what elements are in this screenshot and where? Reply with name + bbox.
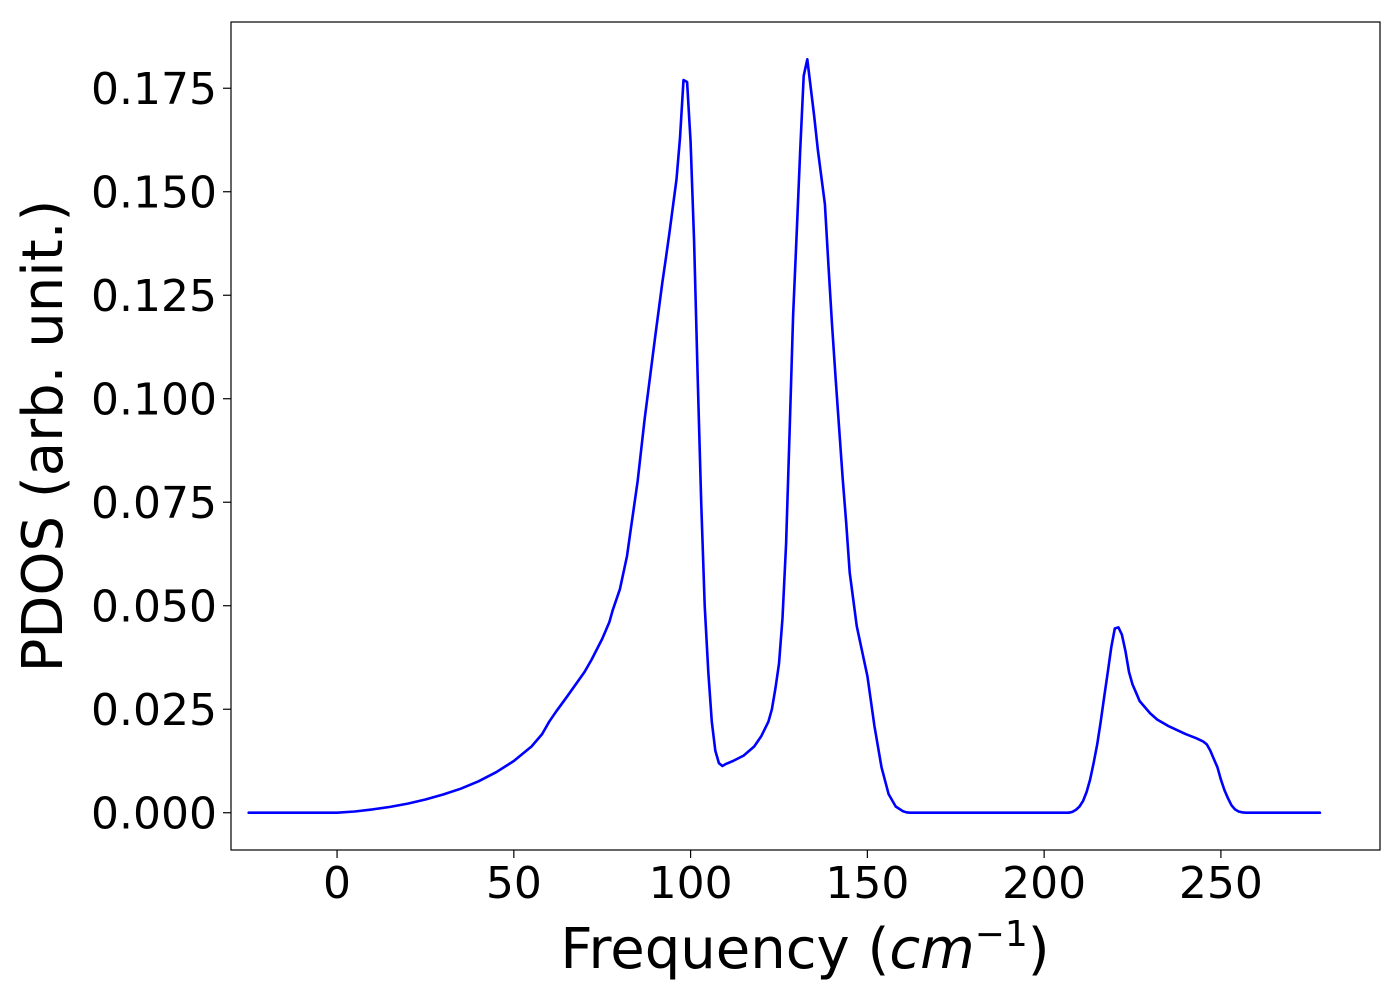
y-tick-label: 0.125: [91, 271, 217, 322]
y-tick-label: 0.000: [91, 789, 217, 840]
x-tick-label: 0: [323, 858, 351, 909]
y-axis-label: PDOS (arb. unit.): [11, 200, 76, 673]
x-axis-unit-exponent: −1: [975, 914, 1028, 955]
y-tick-label: 0.050: [91, 582, 217, 633]
x-axis-label-text: Frequency: [560, 917, 849, 982]
x-axis-unit-base: cm: [889, 917, 974, 982]
y-tick-label: 0.025: [91, 685, 217, 736]
y-tick-label: 0.175: [91, 64, 217, 115]
plot-frame: [230, 21, 1381, 851]
y-tick-label: 0.075: [91, 478, 217, 529]
plot-area: [247, 57, 1322, 815]
x-tick-label: 250: [1179, 858, 1263, 909]
x-tick-label: 200: [1002, 858, 1086, 909]
y-axis: 0.000 0.025 0.050 0.075 0.100 0.125 0.150 0.175: [91, 64, 231, 840]
y-tick-label: 0.150: [91, 168, 217, 219]
x-tick-label: 50: [486, 858, 542, 909]
x-axis-label: Frequency (cm−1): [560, 914, 1049, 982]
x-axis: 0 50 100 150 200 250: [323, 850, 1263, 909]
x-tick-label: 150: [825, 858, 909, 909]
pdos-series-line: [247, 57, 1322, 815]
x-tick-label: 100: [649, 858, 733, 909]
y-tick-label: 0.100: [91, 375, 217, 426]
